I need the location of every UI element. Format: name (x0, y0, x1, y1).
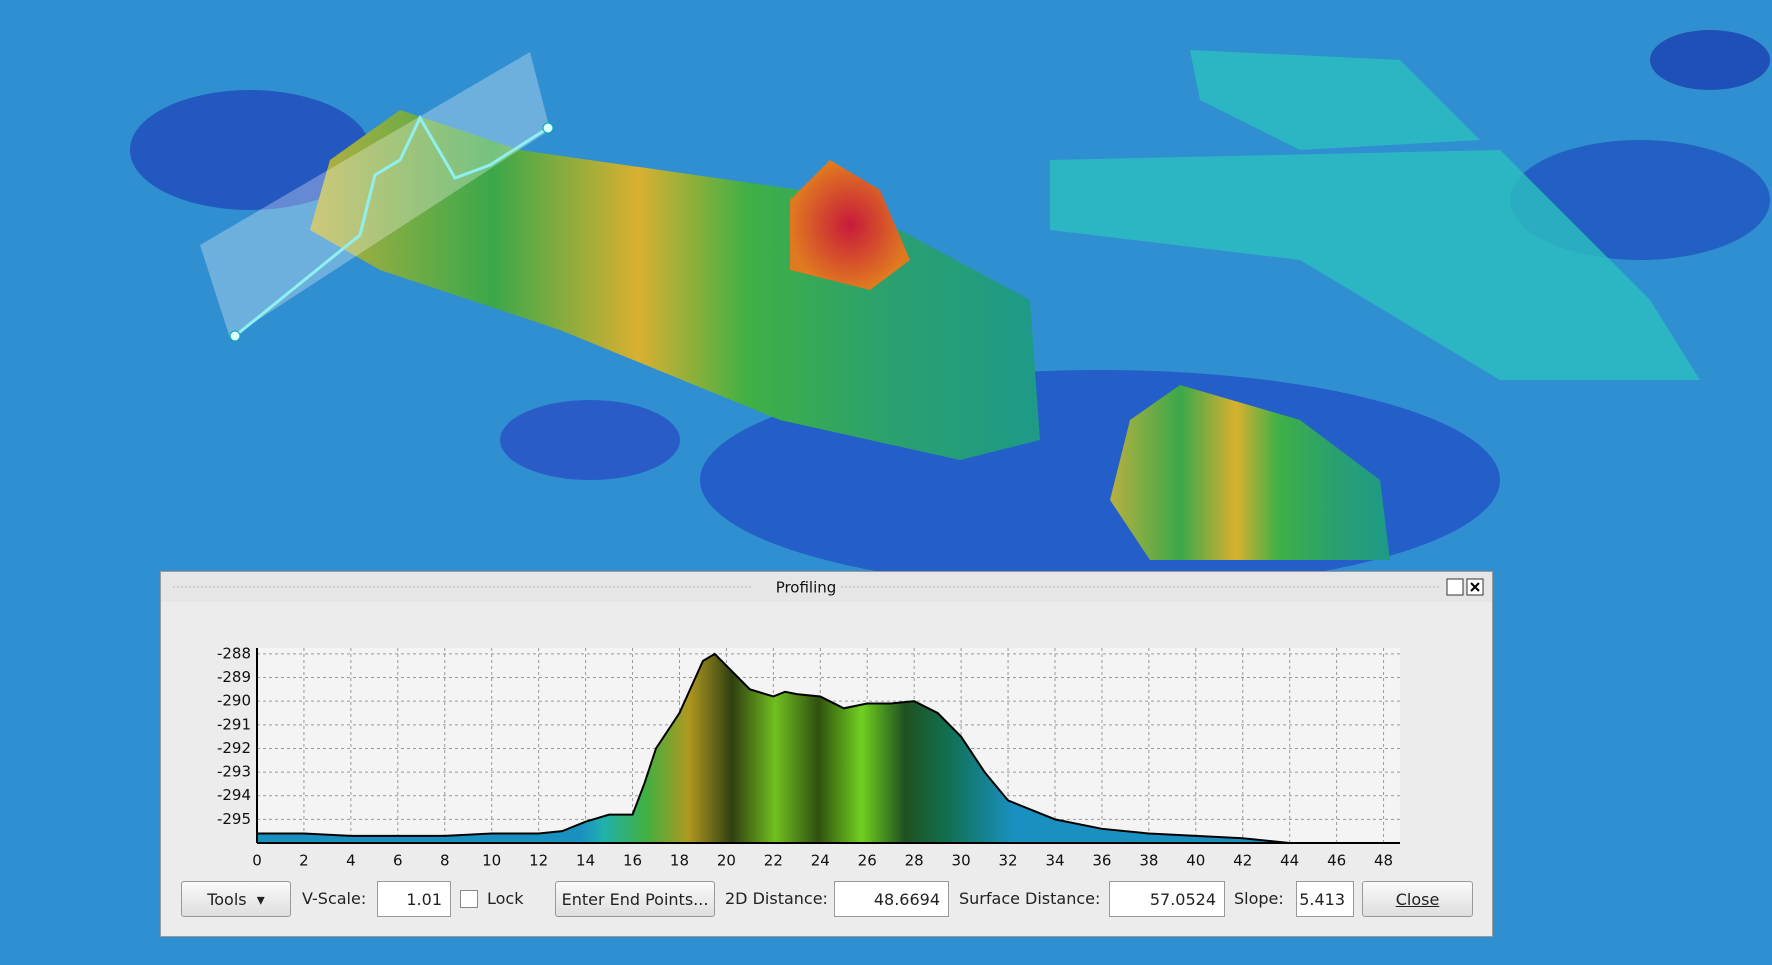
enter-end-points-button[interactable]: Enter End Points... (555, 881, 715, 917)
x-tick-label: 48 (1374, 852, 1393, 870)
y-tick-label: -295 (217, 810, 251, 828)
dialog-title: Profiling (776, 579, 837, 597)
x-tick-label: 6 (393, 852, 403, 870)
x-tick-label: 4 (346, 852, 356, 870)
y-tick-label: -290 (217, 692, 251, 710)
x-tick-label: 2 (299, 852, 309, 870)
tools-button[interactable]: Tools ▾ (181, 881, 291, 917)
profile-area (257, 653, 1337, 843)
y-tick-label: -293 (217, 763, 251, 781)
x-tick-label: 16 (623, 852, 642, 870)
x-tick-label: 46 (1327, 852, 1346, 870)
y-tick-label: -294 (217, 786, 251, 804)
x-tick-label: 14 (576, 852, 595, 870)
x-tick-label: 20 (717, 852, 736, 870)
x-tick-label: 32 (999, 852, 1018, 870)
x-tick-label: 10 (482, 852, 501, 870)
profile-line (257, 652, 1337, 844)
lock-checkbox[interactable] (460, 890, 478, 908)
x-tick-label: 24 (811, 852, 830, 870)
tools-label: Tools (207, 890, 247, 909)
x-tick-label: 0 (252, 852, 262, 870)
y-tick-label: -289 (217, 668, 251, 686)
x-tick-label: 30 (952, 852, 971, 870)
x-tick-label: 38 (1139, 852, 1158, 870)
x-tick-label: 22 (764, 852, 783, 870)
x-tick-label: 28 (905, 852, 924, 870)
slope-label: Slope: (1234, 889, 1284, 908)
x-tick-label: 26 (858, 852, 877, 870)
profiling-dialog: Profiling -288 -289 -290 -291 -292 -293 -294 -2… (160, 571, 1493, 937)
x-tick-label: 34 (1045, 852, 1064, 870)
distance-2d-label: 2D Distance: (725, 889, 828, 908)
x-tick-label: 8 (440, 852, 450, 870)
x-tick-label: 40 (1186, 852, 1205, 870)
close-button[interactable]: Close (1362, 881, 1473, 917)
surface-distance-label: Surface Distance: (959, 889, 1101, 908)
y-tick-label: -291 (217, 715, 251, 733)
vscale-input[interactable]: 1.01 (377, 881, 451, 917)
x-tick-label: 44 (1280, 852, 1299, 870)
x-tick-label: 36 (1092, 852, 1111, 870)
lock-label: Lock (487, 889, 524, 908)
x-tick-label: 12 (529, 852, 548, 870)
x-tick-label: 18 (670, 852, 689, 870)
profile-chart: Profiling -288 -289 -290 -291 -292 -293 -294 -2… (161, 572, 1492, 870)
restore-button[interactable] (1446, 578, 1464, 596)
close-x-icon (1470, 582, 1480, 592)
vscale-label: V-Scale: (302, 889, 367, 908)
x-tick-label: 42 (1233, 852, 1252, 870)
slope-input[interactable]: 5.413 (1296, 881, 1354, 917)
distance-2d-input[interactable]: 48.6694 (834, 881, 949, 917)
surface-distance-input[interactable]: 57.0524 (1109, 881, 1225, 917)
y-tick-label: -288 (217, 644, 251, 662)
y-tick-label: -292 (217, 739, 251, 757)
